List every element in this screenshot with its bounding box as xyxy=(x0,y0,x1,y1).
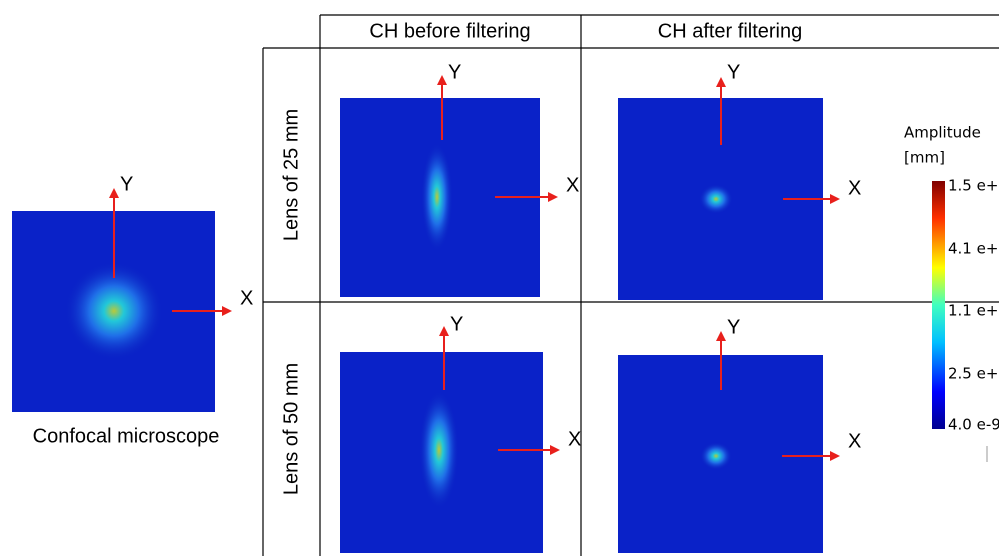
x-axis-label: X xyxy=(848,177,861,199)
intensity-spot xyxy=(700,442,732,470)
x-axis-label: X xyxy=(568,428,581,450)
intensity-spot xyxy=(421,142,453,252)
column-header: CH before filtering xyxy=(369,20,530,42)
y-axis-label: Y xyxy=(727,61,740,83)
colorbar-tick: 4.0 e-9 xyxy=(948,416,999,434)
colorbar xyxy=(932,181,945,429)
x-axis-label: X xyxy=(240,287,253,309)
colorbar-tick: 1.1 e+1 xyxy=(948,302,999,320)
reference-label: Confocal microscope xyxy=(33,425,220,447)
column-header: CH after filtering xyxy=(658,20,803,42)
colorbar-title: Amplitude xyxy=(904,124,981,142)
colorbar-title: [mm] xyxy=(904,149,945,167)
row-header: Lens of 50 mm xyxy=(280,363,302,495)
y-axis-label: Y xyxy=(448,61,461,83)
colorbar-tick: 4.1 e+1 xyxy=(948,240,999,258)
y-axis-label: Y xyxy=(727,316,740,338)
y-axis-label: Y xyxy=(450,313,463,335)
row-header: Lens of 25 mm xyxy=(280,109,302,241)
y-axis-label: Y xyxy=(120,173,133,195)
x-axis-label: X xyxy=(566,174,579,196)
x-axis-label: X xyxy=(848,430,861,452)
table-grid xyxy=(262,14,999,556)
intensity-spot xyxy=(419,390,459,510)
intensity-spot xyxy=(699,184,733,214)
colorbar-tick: 1.5 e+2 xyxy=(948,177,999,195)
intensity-spot xyxy=(64,261,164,361)
colorbar-tick: 2.5 e+0 xyxy=(948,365,999,383)
